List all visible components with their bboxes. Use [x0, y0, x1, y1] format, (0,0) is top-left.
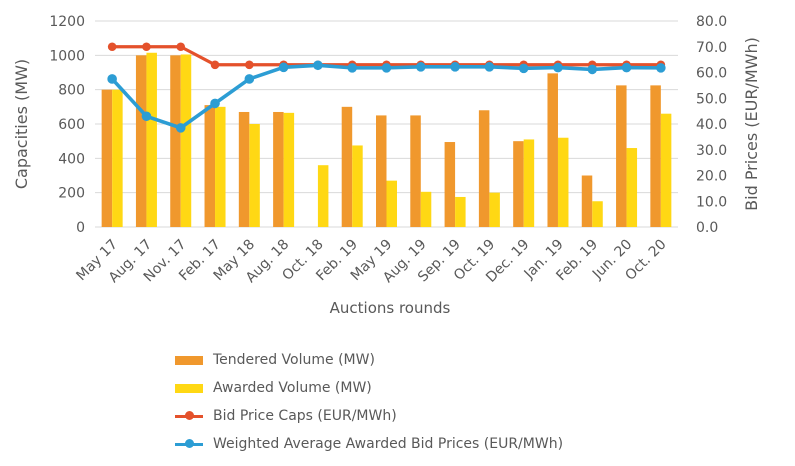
bar-awarded-May-17: [112, 89, 123, 228]
x-axis-title: Auctions rounds: [330, 299, 451, 317]
left-axis-title: Capacities (MW): [12, 59, 31, 189]
legend-label: Awarded Volume (MW): [213, 380, 372, 396]
bar-tendered-Dec-19: [513, 141, 524, 227]
line-marker: [587, 64, 598, 75]
line-marker: [621, 62, 632, 73]
line-marker: [347, 63, 358, 73]
bar-tendered-Nov-17: [170, 55, 181, 228]
line-marker: [141, 111, 152, 122]
bar-tendered-Aug-19: [410, 115, 421, 227]
bar-awarded-Oct-19: [489, 192, 500, 227]
bar-awarded-Feb-17: [215, 106, 226, 227]
bar-awarded-Aug-18: [283, 112, 295, 227]
bar-tendered-Oct-19: [478, 110, 490, 227]
bar-awarded-Jun-20: [626, 148, 638, 227]
bar-tendered-Feb-17: [204, 105, 216, 227]
right-axis-tick: 60.0: [696, 66, 727, 82]
bar-awarded-Jan-19: [557, 137, 569, 227]
legend-item: Weighted Average Awarded Bid Prices (EUR…: [175, 430, 563, 458]
legend-item: Awarded Volume (MW): [175, 374, 563, 402]
line-marker: [244, 74, 255, 84]
right-axis-tick-labels: 80.0 70.0 60.0 50.0 40.0 30.0 20.0 10.0 0.0: [696, 14, 727, 236]
legend-label: Weighted Average Awarded Bid Prices (EUR…: [213, 436, 564, 452]
right-axis-title: Bid Prices (EUR/MWh): [742, 37, 761, 211]
legend-swatch-bar-icon: [175, 383, 203, 393]
bar-awarded-Dec-19: [523, 139, 535, 227]
line-marker: [210, 98, 220, 109]
left-axis-tick-labels: 1200 1000 800 600 400 200 0: [49, 14, 85, 236]
line-marker: [450, 62, 460, 72]
left-axis-tick: 800: [58, 83, 85, 99]
line-marker: [278, 62, 289, 73]
bar-tendered-Feb-19: [581, 175, 593, 227]
line-marker: [381, 63, 392, 73]
bar-awarded-Oct-20: [660, 113, 672, 227]
line-marker: [176, 42, 186, 52]
legend-item: Bid Price Caps (EUR/MWh): [175, 402, 563, 430]
bar-awarded-Feb-19: [352, 145, 363, 227]
weighted-average-line: [110, 63, 661, 130]
bar-tendered-Jan-19: [547, 73, 558, 227]
line-marker: [656, 63, 666, 73]
line-marker: [245, 60, 254, 70]
legend-item: Tendered Volume (MW): [175, 346, 563, 374]
left-axis-tick: 600: [58, 117, 85, 133]
bar-tendered-Sep-19: [444, 142, 456, 227]
line-marker: [518, 63, 529, 74]
line-marker: [175, 123, 186, 133]
right-axis-tick: 70.0: [696, 40, 727, 56]
line-marker: [313, 60, 323, 71]
bar-tendered-Feb-19: [341, 106, 353, 227]
bar-awarded-Aug-17: [146, 52, 157, 228]
bar-awarded-May-19: [386, 180, 397, 227]
legend-swatch-line-icon: [175, 439, 203, 449]
left-axis-tick: 0: [76, 220, 85, 236]
chart-legend: Tendered Volume (MW) Awarded Volume (MW) B…: [175, 346, 563, 458]
legend-label: Tendered Volume (MW): [213, 352, 375, 368]
bar-series: [101, 52, 672, 228]
line-marker: [415, 62, 426, 72]
bar-tendered-May-18: [238, 111, 250, 227]
right-axis-tick: 50.0: [696, 91, 727, 107]
line-marker: [107, 74, 117, 84]
line-marker: [142, 42, 151, 52]
line-series: [107, 42, 666, 133]
right-axis-tick: 80.0: [696, 14, 727, 30]
line-marker: [484, 62, 495, 72]
left-axis-tick: 200: [58, 186, 85, 202]
bar-tendered-May-19: [376, 115, 387, 227]
bar-awarded-Aug-19: [420, 191, 432, 227]
right-axis-tick: 0.0: [696, 220, 718, 236]
bar-awarded-Sep-19: [455, 196, 466, 227]
bar-awarded-Oct-18: [317, 165, 329, 227]
legend-swatch-bar-icon: [175, 355, 203, 365]
bar-awarded-Feb-19: [592, 201, 603, 227]
right-axis-tick: 30.0: [696, 143, 727, 159]
bar-awarded-Nov-17: [180, 54, 192, 227]
left-axis-tick: 1000: [49, 48, 85, 64]
legend-label: Bid Price Caps (EUR/MWh): [213, 408, 397, 424]
left-axis-tick: 400: [58, 151, 85, 167]
right-axis-tick: 20.0: [696, 169, 727, 185]
legend-swatch-line-icon: [175, 411, 203, 421]
bar-tendered-Aug-18: [273, 111, 284, 227]
line-marker: [553, 62, 563, 73]
bar-tendered-May-17: [101, 89, 113, 228]
line-marker: [210, 60, 220, 70]
bar-awarded-May-18: [249, 124, 260, 227]
right-axis-tick: 40.0: [696, 117, 727, 133]
right-axis-tick: 10.0: [696, 194, 727, 210]
line-marker: [107, 42, 117, 52]
bar-tendered-Oct-20: [650, 85, 661, 227]
bar-tendered-Aug-17: [135, 55, 147, 228]
left-axis-tick: 1200: [49, 14, 85, 30]
bar-tendered-Jun-20: [616, 85, 627, 227]
